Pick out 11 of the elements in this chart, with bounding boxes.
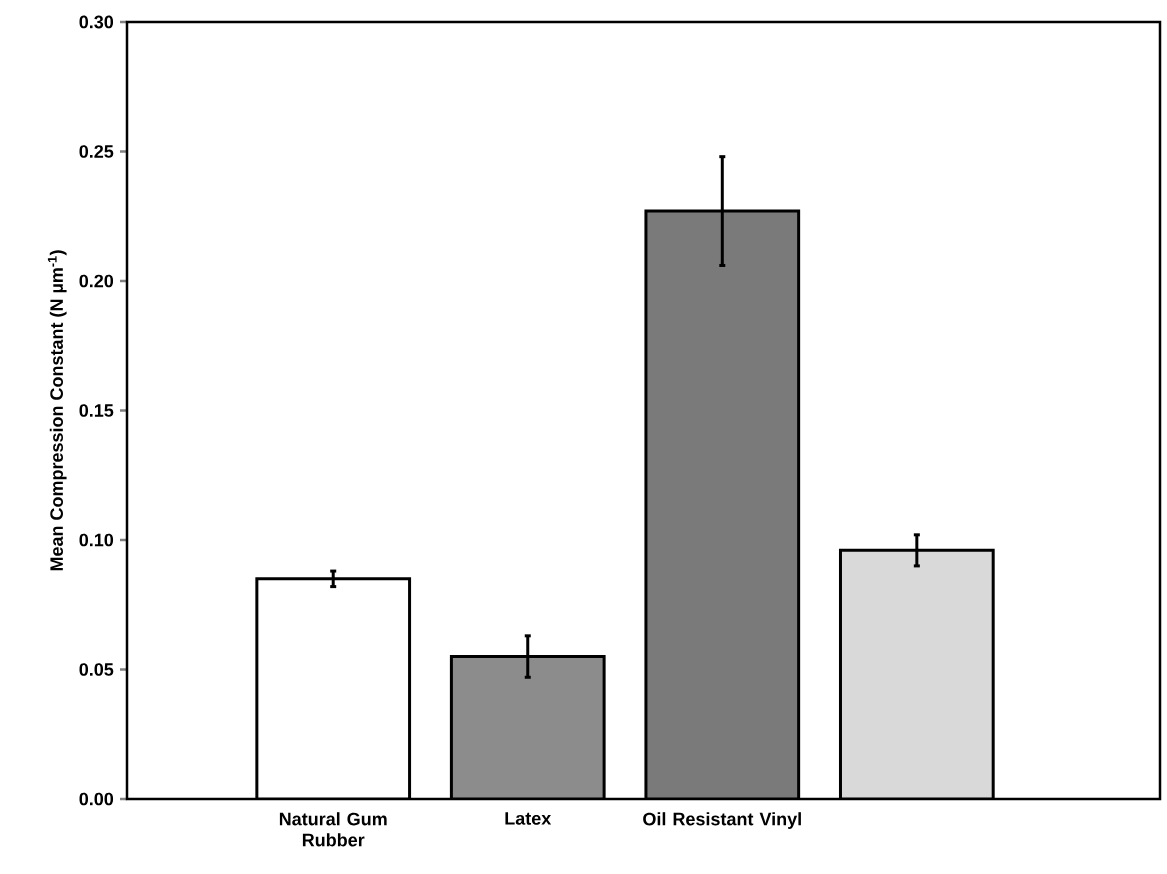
x-tick-label: Oil Resistant Vinyl	[643, 812, 801, 829]
y-tick-label: 0.10	[79, 533, 114, 547]
y-tick-label: 0.20	[79, 274, 114, 288]
y-tick-label: 0.00	[79, 792, 114, 806]
y-tick-label: 0.25	[79, 145, 114, 158]
y-tick-label: 0.15	[79, 404, 114, 417]
y-tick-label: 0.05	[79, 663, 114, 676]
y-tick-label: 0.30	[79, 15, 114, 29]
x-tick-label: Natural Gum Rubber	[279, 812, 387, 847]
y-axis-title: Mean Compression Constant (N µm$^{-1}$)	[47, 250, 67, 571]
x-tick-label: Latex	[505, 812, 552, 825]
